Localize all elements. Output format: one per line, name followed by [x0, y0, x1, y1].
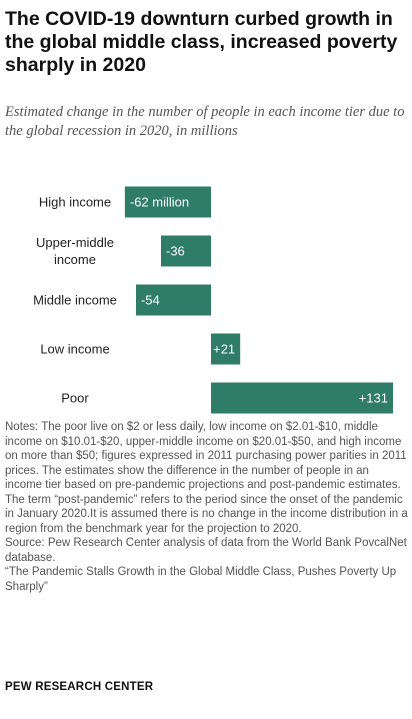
category-label: Poor — [61, 391, 89, 406]
value-label: -54 — [141, 293, 160, 308]
bar-middle-income — [135, 284, 211, 316]
notes-block: Notes: The poor live on $2 or less daily… — [5, 420, 409, 594]
notes-text: Notes: The poor live on $2 or less daily… — [5, 421, 408, 535]
bar-upper-middle-income — [160, 235, 211, 267]
bar-chart: High income -62 million Upper-middle income… — [33, 186, 393, 414]
category-label: Low income — [40, 342, 109, 357]
value-label: +131 — [359, 391, 388, 406]
bar-high-income — [124, 186, 211, 218]
category-label: Upper-middle income — [36, 235, 114, 267]
brand-logo-text: PEW RESEARCH CENTER — [5, 681, 154, 693]
value-label: +21 — [213, 342, 235, 357]
value-label: -62 million — [130, 195, 189, 210]
bar-poor — [211, 382, 393, 414]
value-label: -36 — [166, 244, 185, 259]
report-title: “The Pandemic Stalls Growth in the Globa… — [5, 566, 397, 593]
category-label: High income — [39, 195, 111, 210]
chart-subtitle: Estimated change in the number of people… — [5, 104, 405, 139]
source-text: Source: Pew Research Center analysis of … — [5, 537, 407, 564]
bar-low-income — [211, 333, 241, 365]
chart-title: The COVID-19 downturn curbed growth in t… — [5, 8, 398, 76]
category-label: Middle income — [33, 293, 117, 308]
